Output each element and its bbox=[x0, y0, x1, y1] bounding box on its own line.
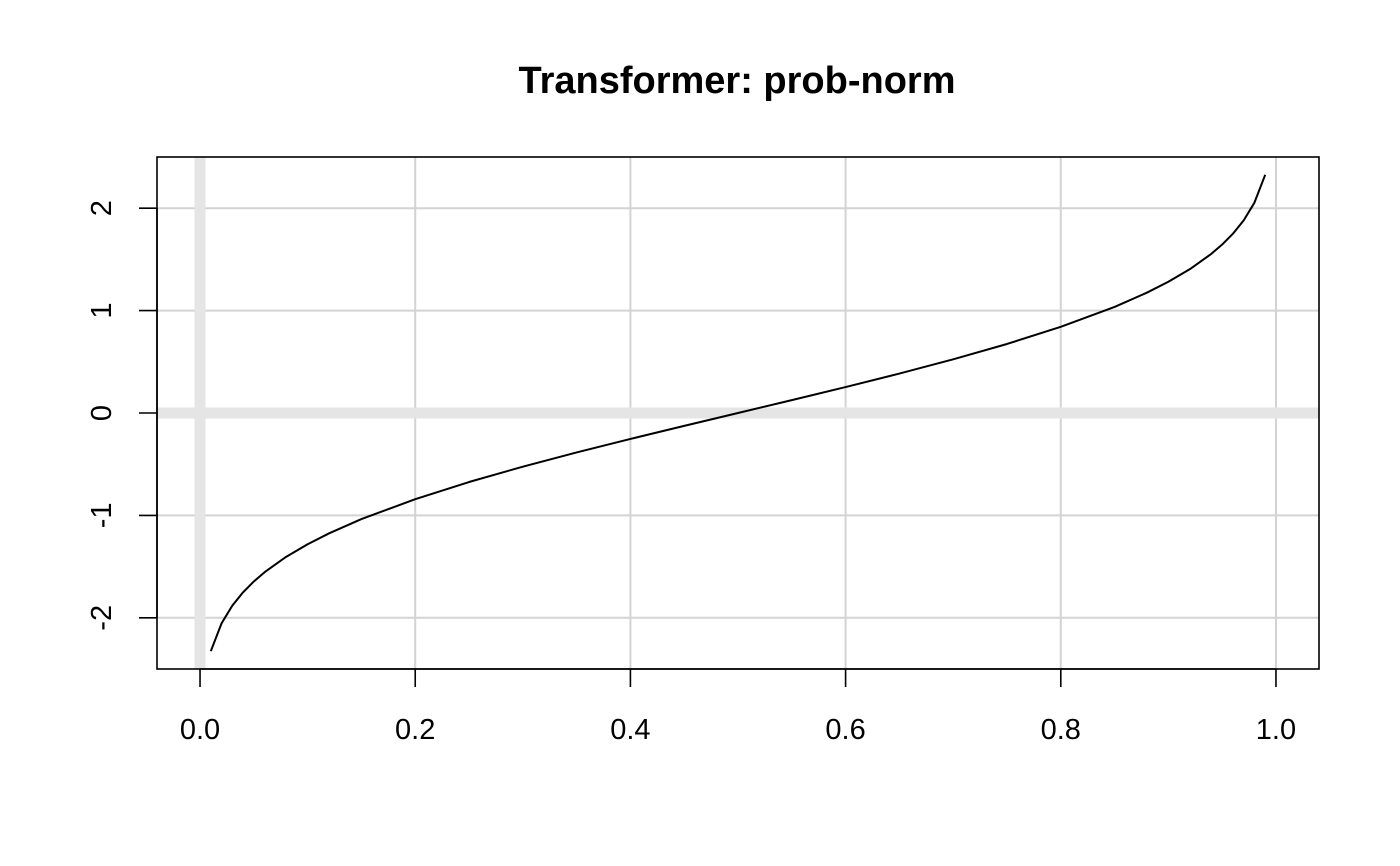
x-axis: 0.0 0.2 0.4 0.6 0.8 1.0 bbox=[180, 668, 1296, 746]
x-tick-label-5: 1.0 bbox=[1256, 714, 1296, 746]
y-tick-label-1: -1 bbox=[86, 503, 118, 529]
y-tick-label-0: -2 bbox=[86, 605, 118, 631]
chart-title: Transformer: prob-norm bbox=[518, 60, 955, 102]
y-tick-label-2: 0 bbox=[86, 405, 118, 421]
y-axis: -2 -1 0 1 2 bbox=[86, 200, 158, 631]
series-layer bbox=[209, 174, 1267, 652]
x-tick-label-4: 0.8 bbox=[1041, 714, 1081, 746]
x-tick-label-0: 0.0 bbox=[180, 714, 220, 746]
series-line-0 bbox=[209, 174, 1267, 652]
y-tick-label-4: 2 bbox=[86, 200, 118, 216]
x-tick-label-2: 0.4 bbox=[610, 714, 650, 746]
y-tick-label-3: 1 bbox=[86, 303, 118, 319]
x-tick-label-3: 0.6 bbox=[825, 714, 865, 746]
x-tick-label-1: 0.2 bbox=[395, 714, 435, 746]
